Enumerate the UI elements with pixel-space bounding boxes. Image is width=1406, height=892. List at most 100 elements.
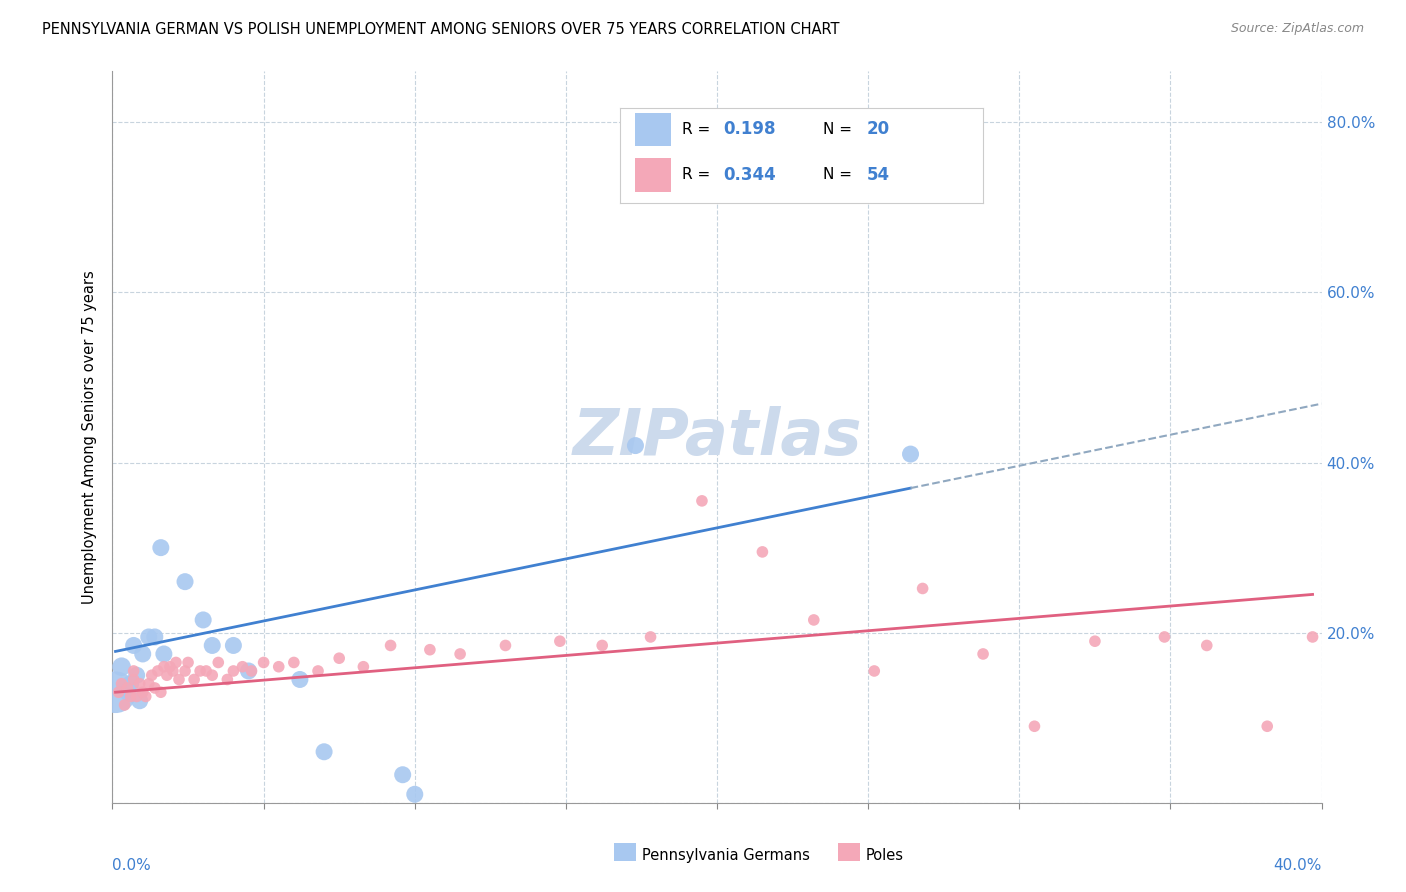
Point	[125, 690, 148, 704]
Point	[114, 698, 136, 712]
Text: R =: R =	[682, 168, 716, 183]
Text: 20: 20	[868, 120, 890, 138]
Text: Source: ZipAtlas.com: Source: ZipAtlas.com	[1230, 22, 1364, 36]
Text: 0.0%: 0.0%	[112, 858, 152, 872]
Point	[222, 639, 245, 653]
Point	[117, 681, 139, 695]
Point	[135, 690, 157, 704]
Point	[149, 541, 172, 555]
Point	[803, 613, 825, 627]
Point	[231, 659, 253, 673]
Point	[240, 664, 263, 678]
Point	[1153, 630, 1175, 644]
Text: 0.198: 0.198	[724, 120, 776, 138]
Point	[624, 439, 647, 453]
Point	[183, 673, 205, 687]
Text: 54: 54	[868, 166, 890, 184]
Point	[404, 787, 426, 801]
Point	[591, 639, 613, 653]
Point	[201, 668, 224, 682]
Point	[267, 659, 290, 673]
Point	[153, 659, 176, 673]
Point	[288, 673, 311, 687]
Point	[138, 677, 160, 691]
Point	[122, 673, 145, 687]
Point	[1195, 639, 1218, 653]
Point	[174, 664, 197, 678]
Point	[495, 639, 517, 653]
Point	[122, 639, 145, 653]
Point	[174, 574, 197, 589]
Point	[217, 673, 239, 687]
Text: N =: N =	[824, 122, 858, 136]
Text: ZIPatlas: ZIPatlas	[572, 406, 862, 468]
Point	[114, 681, 136, 695]
Point	[207, 656, 229, 670]
Point	[165, 656, 187, 670]
Point	[120, 690, 142, 704]
FancyBboxPatch shape	[636, 158, 671, 192]
Point	[167, 673, 190, 687]
Point	[307, 664, 329, 678]
Point	[120, 677, 142, 691]
Text: R =: R =	[682, 122, 716, 136]
Text: 40.0%: 40.0%	[1274, 858, 1322, 872]
Point	[188, 664, 211, 678]
Point	[391, 768, 413, 782]
Point	[640, 630, 662, 644]
Text: 0.344: 0.344	[724, 166, 776, 184]
Point	[162, 664, 184, 678]
Point	[352, 659, 374, 673]
Point	[690, 494, 713, 508]
Text: Poles: Poles	[866, 848, 904, 863]
Point	[153, 647, 176, 661]
Point	[751, 545, 773, 559]
Point	[253, 656, 276, 670]
Point	[222, 664, 245, 678]
Text: Pennsylvania Germans: Pennsylvania Germans	[643, 848, 810, 863]
Point	[138, 630, 160, 644]
Point	[449, 647, 471, 661]
Text: N =: N =	[824, 168, 858, 183]
Point	[900, 447, 922, 461]
Point	[1024, 719, 1046, 733]
Point	[141, 668, 163, 682]
Point	[107, 685, 129, 699]
Text: PENNSYLVANIA GERMAN VS POLISH UNEMPLOYMENT AMONG SENIORS OVER 75 YEARS CORRELATI: PENNSYLVANIA GERMAN VS POLISH UNEMPLOYME…	[42, 22, 839, 37]
Point	[1084, 634, 1107, 648]
Point	[191, 613, 214, 627]
Point	[863, 664, 886, 678]
Point	[104, 685, 127, 699]
Point	[159, 659, 181, 673]
Point	[419, 642, 441, 657]
Point	[110, 659, 132, 673]
Point	[972, 647, 994, 661]
Point	[125, 668, 148, 682]
Point	[177, 656, 200, 670]
Point	[132, 647, 155, 661]
Point	[328, 651, 350, 665]
Point	[146, 664, 169, 678]
Point	[149, 685, 172, 699]
Point	[143, 630, 166, 644]
Point	[128, 677, 150, 691]
Point	[195, 664, 218, 678]
FancyBboxPatch shape	[636, 112, 671, 146]
Point	[122, 664, 145, 678]
Point	[1302, 630, 1324, 644]
Point	[110, 677, 132, 691]
Point	[143, 681, 166, 695]
Point	[238, 664, 260, 678]
Point	[314, 745, 336, 759]
Point	[1256, 719, 1278, 733]
Point	[128, 694, 150, 708]
Point	[132, 685, 155, 699]
Point	[201, 639, 224, 653]
Y-axis label: Unemployment Among Seniors over 75 years: Unemployment Among Seniors over 75 years	[82, 270, 97, 604]
FancyBboxPatch shape	[614, 843, 636, 862]
FancyBboxPatch shape	[838, 843, 859, 862]
Point	[548, 634, 571, 648]
Point	[156, 668, 179, 682]
Point	[380, 639, 402, 653]
Point	[117, 685, 139, 699]
